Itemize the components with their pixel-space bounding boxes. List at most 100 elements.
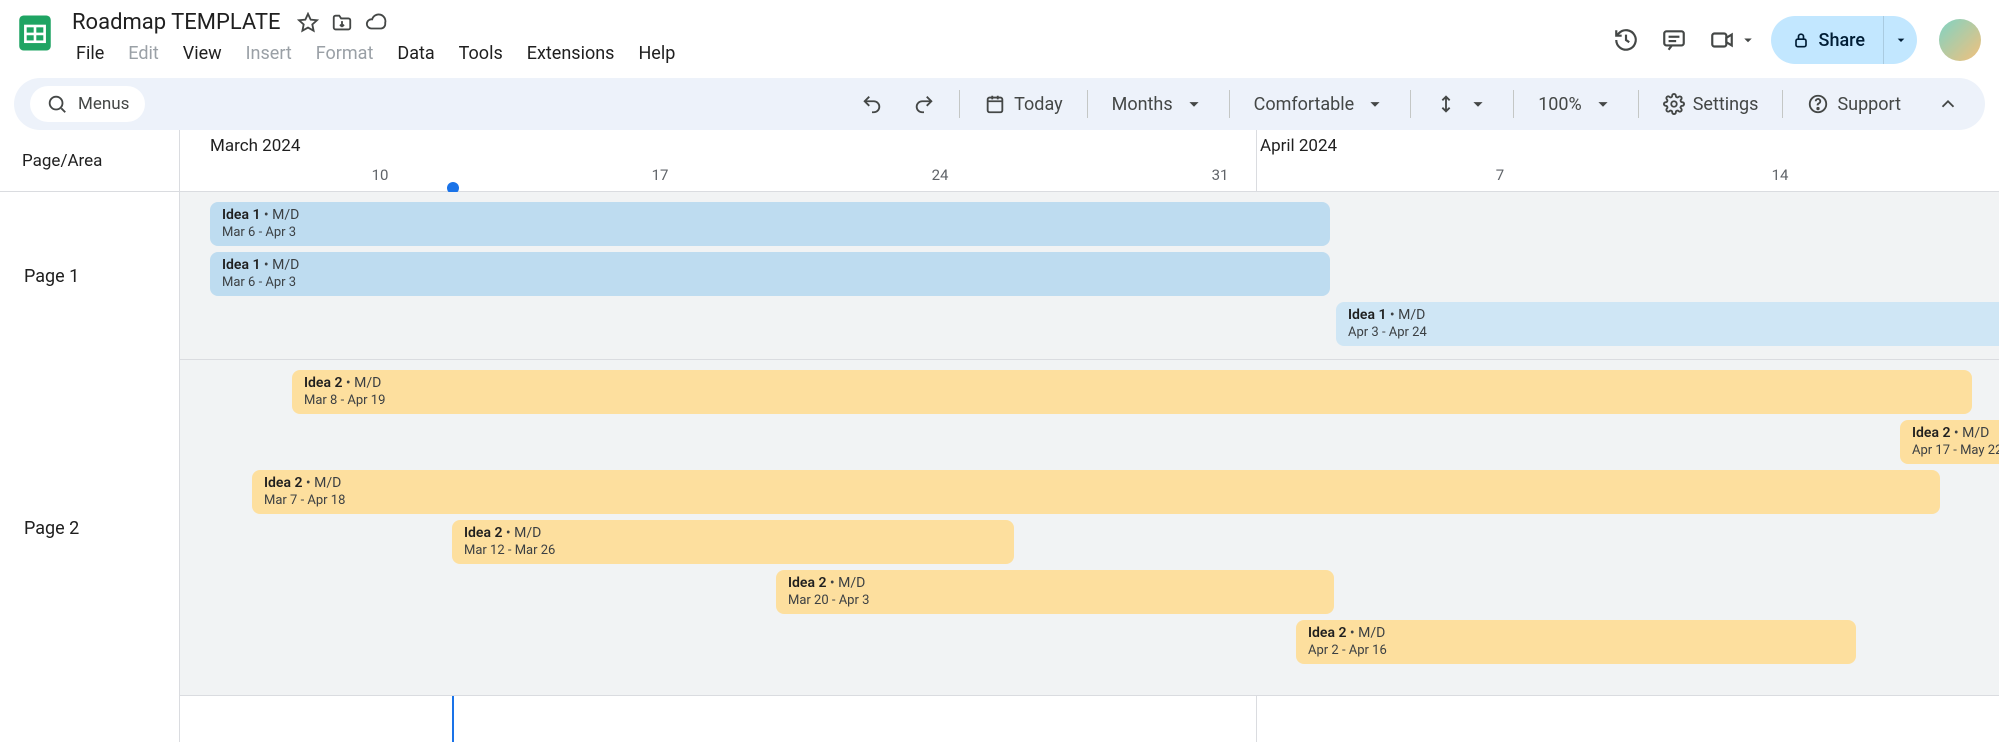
share-button[interactable]: Share — [1771, 16, 1883, 64]
task-subtitle: • M/D — [1950, 425, 1989, 441]
side-header: Page/Area — [0, 130, 179, 192]
timescale-label: Months — [1112, 94, 1173, 115]
gear-icon — [1663, 93, 1685, 115]
collapse-toolbar-button[interactable] — [1927, 86, 1969, 122]
timeline-task[interactable]: Idea 2 • M/DMar 12 - Mar 26 — [452, 520, 1014, 564]
density-label: Comfortable — [1254, 94, 1355, 115]
menus-label: Menus — [78, 94, 129, 114]
share-label: Share — [1819, 30, 1865, 51]
task-title: Idea 2 — [1912, 425, 1950, 441]
star-icon[interactable] — [296, 11, 320, 35]
account-avatar[interactable] — [1939, 19, 1981, 61]
task-dates: Mar 20 - Apr 3 — [788, 592, 1324, 609]
task-subtitle: • M/D — [1346, 625, 1385, 641]
task-dates: Mar 6 - Apr 3 — [222, 224, 1320, 241]
timeline-task[interactable]: Idea 1 • M/DMar 6 - Apr 3 — [210, 252, 1330, 296]
task-subtitle: • M/D — [826, 575, 865, 591]
day-label: 31 — [1212, 166, 1229, 184]
menu-help[interactable]: Help — [628, 39, 685, 68]
menu-data[interactable]: Data — [387, 39, 444, 68]
task-title: Idea 1 — [222, 257, 260, 273]
month-label: April 2024 — [1260, 136, 1337, 156]
task-subtitle: • M/D — [260, 257, 299, 273]
day-label: 14 — [1772, 166, 1789, 184]
task-title: Idea 2 — [464, 525, 502, 541]
task-subtitle: • M/D — [260, 207, 299, 223]
menu-format: Format — [306, 39, 384, 68]
task-title: Idea 2 — [788, 575, 826, 591]
toolbar: Menus Today Months Comfortable 100% — [14, 78, 1985, 130]
row-height-button[interactable] — [1425, 86, 1499, 122]
task-subtitle: • M/D — [302, 475, 341, 491]
today-label: Today — [1014, 94, 1062, 115]
task-title: Idea 1 — [1348, 307, 1386, 323]
chevron-down-icon — [1183, 93, 1205, 115]
meet-dropdown-icon[interactable] — [1739, 23, 1757, 57]
lock-icon — [1791, 30, 1811, 50]
zoom-label: 100% — [1538, 94, 1582, 115]
day-label: 24 — [932, 166, 949, 184]
undo-button[interactable] — [851, 86, 893, 122]
support-label: Support — [1837, 94, 1901, 115]
group-label[interactable]: Page 1 — [0, 192, 179, 360]
sheets-logo-icon[interactable] — [10, 8, 60, 58]
task-subtitle: • M/D — [342, 375, 381, 391]
timeline-task[interactable]: Idea 1 • M/DMar 6 - Apr 3 — [210, 202, 1330, 246]
timeline-task[interactable]: Idea 2 • M/DApr 17 - May 22 — [1900, 420, 1999, 464]
timeline-task[interactable]: Idea 2 • M/DMar 8 - Apr 19 — [292, 370, 1972, 414]
task-title: Idea 2 — [304, 375, 342, 391]
task-dates: Mar 12 - Mar 26 — [464, 542, 1004, 559]
menu-file[interactable]: File — [66, 39, 114, 68]
settings-button[interactable]: Settings — [1653, 86, 1769, 122]
day-label: 7 — [1496, 166, 1504, 184]
help-icon — [1807, 93, 1829, 115]
chevron-down-icon — [1364, 93, 1386, 115]
timeline-chart[interactable]: March 2024 April 2024 10 17 24 31 7 14 Idea 1 … — [180, 130, 1999, 742]
chevron-down-icon — [1592, 93, 1614, 115]
timeline-task[interactable]: Idea 2 • M/DApr 2 - Apr 16 — [1296, 620, 1856, 664]
task-title: Idea 2 — [264, 475, 302, 491]
task-title: Idea 2 — [1308, 625, 1346, 641]
redo-button[interactable] — [903, 86, 945, 122]
density-select[interactable]: Comfortable — [1244, 86, 1397, 122]
menu-view[interactable]: View — [173, 39, 232, 68]
timeline-view: Page/Area Page 1Page 2 March 2024 April 2… — [0, 130, 1999, 742]
group-label[interactable]: Page 2 — [0, 360, 179, 696]
menu-extensions[interactable]: Extensions — [517, 39, 625, 68]
today-button[interactable]: Today — [974, 86, 1072, 122]
task-dates: Apr 17 - May 22 — [1912, 442, 1999, 459]
day-label: 17 — [652, 166, 669, 184]
settings-label: Settings — [1693, 94, 1759, 115]
menu-edit: Edit — [118, 39, 168, 68]
timeline-task[interactable]: Idea 1 • M/DApr 3 - Apr 24 — [1336, 302, 1999, 346]
meet-icon[interactable] — [1705, 23, 1739, 57]
search-icon — [46, 93, 68, 115]
chevron-up-icon — [1937, 93, 1959, 115]
comments-icon[interactable] — [1657, 23, 1691, 57]
history-icon[interactable] — [1609, 23, 1643, 57]
timescale-select[interactable]: Months — [1102, 86, 1215, 122]
menu-tools[interactable]: Tools — [449, 39, 513, 68]
share-dropdown[interactable] — [1883, 16, 1917, 64]
timeline-side-column: Page/Area Page 1Page 2 — [0, 130, 180, 742]
titlebar: Roadmap TEMPLATE File Edit View Insert F… — [0, 0, 1999, 68]
share-button-group: Share — [1771, 16, 1917, 64]
document-title[interactable]: Roadmap TEMPLATE — [66, 8, 286, 37]
task-subtitle: • M/D — [1386, 307, 1425, 323]
menubar: File Edit View Insert Format Data Tools … — [66, 39, 685, 68]
task-dates: Mar 6 - Apr 3 — [222, 274, 1320, 291]
chevron-down-icon — [1467, 93, 1489, 115]
menu-insert: Insert — [236, 39, 302, 68]
timeline-task[interactable]: Idea 2 • M/DMar 7 - Apr 18 — [252, 470, 1940, 514]
support-button[interactable]: Support — [1797, 86, 1911, 122]
task-dates: Mar 8 - Apr 19 — [304, 392, 1962, 409]
cloud-saved-icon[interactable] — [364, 11, 388, 35]
day-label: 10 — [372, 166, 389, 184]
zoom-select[interactable]: 100% — [1528, 86, 1624, 122]
calendar-icon — [984, 93, 1006, 115]
move-icon[interactable] — [330, 11, 354, 35]
menus-search[interactable]: Menus — [30, 86, 145, 122]
timeline-task[interactable]: Idea 2 • M/DMar 20 - Apr 3 — [776, 570, 1334, 614]
month-label: March 2024 — [210, 136, 300, 156]
task-title: Idea 1 — [222, 207, 260, 223]
